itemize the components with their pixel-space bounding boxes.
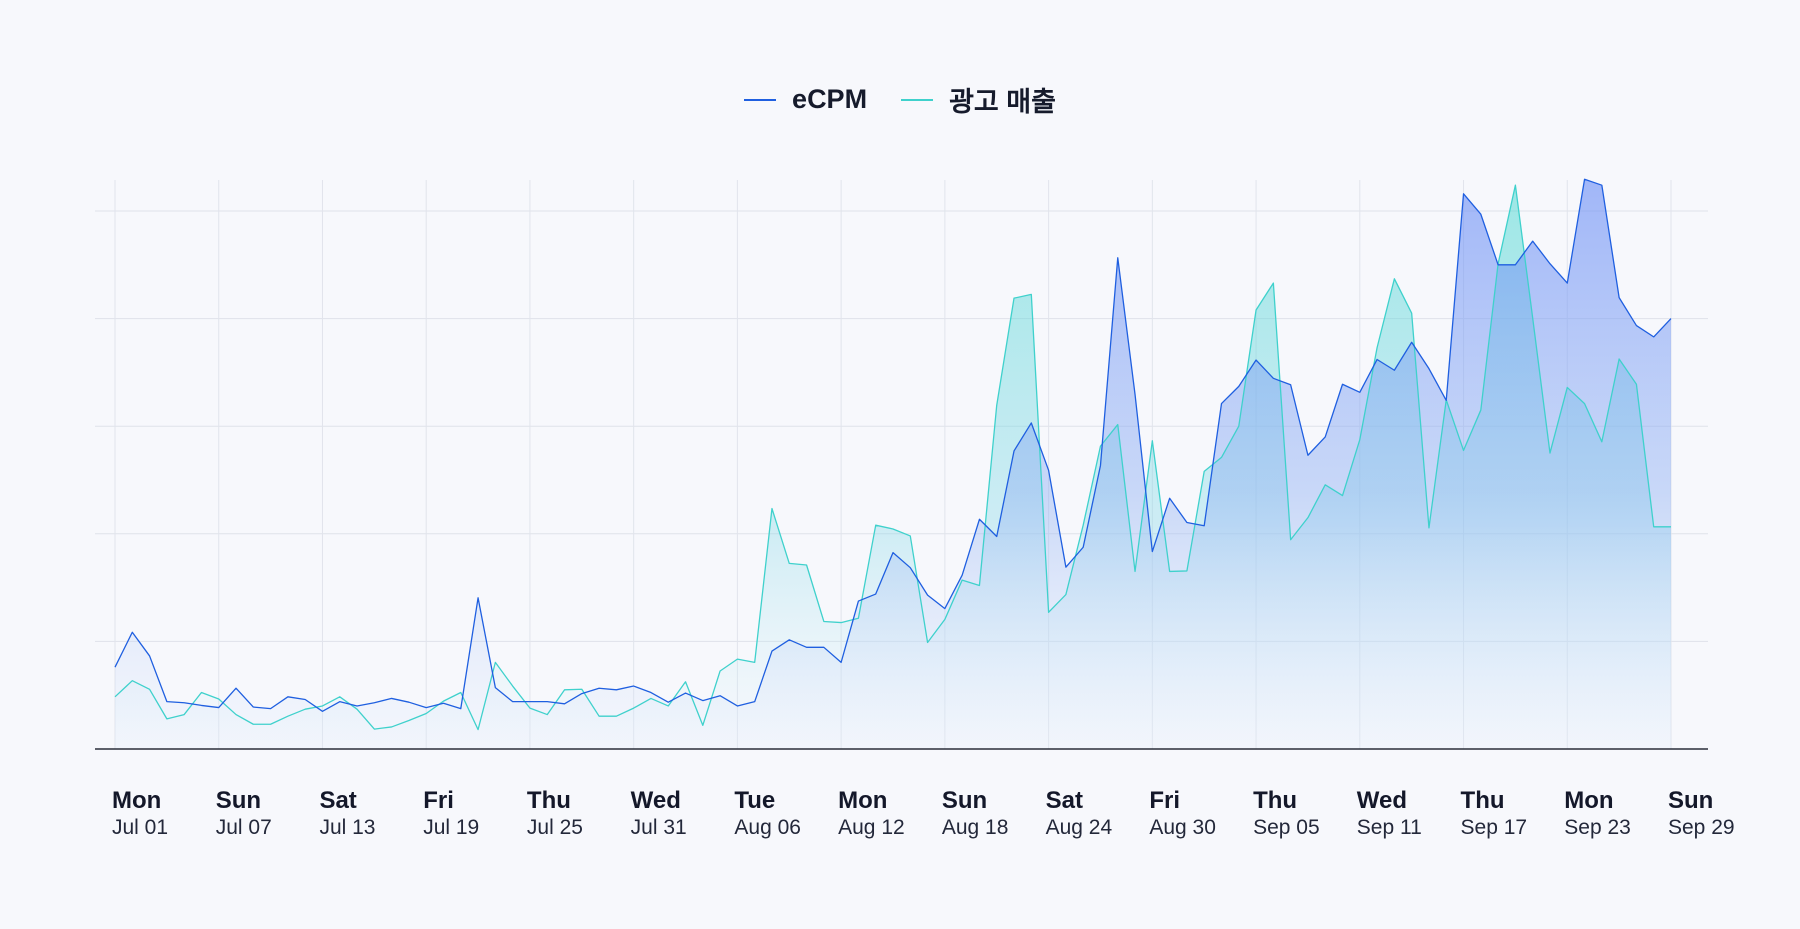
x-tick-date: Sep 05 [1253,816,1320,839]
x-tick-date: Jul 13 [319,816,375,839]
x-tick-day: Sat [1046,787,1083,814]
x-tick-date: Sep 11 [1357,816,1422,839]
x-tick-date: Sep 23 [1564,816,1631,839]
x-tick-date: Jul 19 [423,816,479,839]
legend-item-ad-revenue[interactable]: 광고 매출 [901,80,1056,119]
legend-item-ecpm[interactable]: eCPM [744,84,867,115]
x-tick-date: Jul 31 [631,816,687,839]
x-tick-day: Tue [734,787,775,814]
x-tick-date: Sep 17 [1461,816,1528,839]
legend-swatch-ecpm [744,98,777,101]
x-tick-day: Thu [1253,787,1297,814]
line-ecpm [114,178,1672,712]
x-tick-day: Sun [1668,787,1713,814]
x-tick-day: Mon [838,787,887,814]
x-tick-day: Wed [1357,787,1407,814]
x-tick-date: Aug 06 [734,816,801,839]
x-tick-date: Jul 01 [112,816,168,839]
x-tick-day: Fri [423,787,454,814]
x-tick-day: Sun [216,787,261,814]
x-tick-date: Aug 18 [942,816,1009,839]
x-tick-day: Sun [942,787,987,814]
x-tick-day: Thu [527,787,571,814]
x-tick-date: Sep 29 [1668,816,1735,839]
x-tick-day: Mon [1564,787,1613,814]
x-tick-date: Jul 25 [527,816,583,839]
legend: eCPM 광고 매출 [0,80,1800,119]
x-tick-day: Sat [319,787,356,814]
x-tick-day: Thu [1461,787,1505,814]
line-ad-revenue [114,184,1671,731]
legend-label-ad-revenue: 광고 매출 [949,87,1056,117]
x-tick-date: Aug 30 [1149,816,1216,839]
x-tick-date: Aug 24 [1046,816,1113,839]
x-tick-day: Fri [1149,787,1180,814]
x-tick-date: Jul 07 [216,816,272,839]
area-ecpm [115,179,1671,749]
x-tick-day: Wed [631,787,681,814]
legend-label-ecpm: eCPM [792,84,868,114]
legend-swatch-ad-revenue [901,98,934,101]
x-tick-day: Mon [112,787,161,814]
x-tick-date: Aug 12 [838,816,905,839]
